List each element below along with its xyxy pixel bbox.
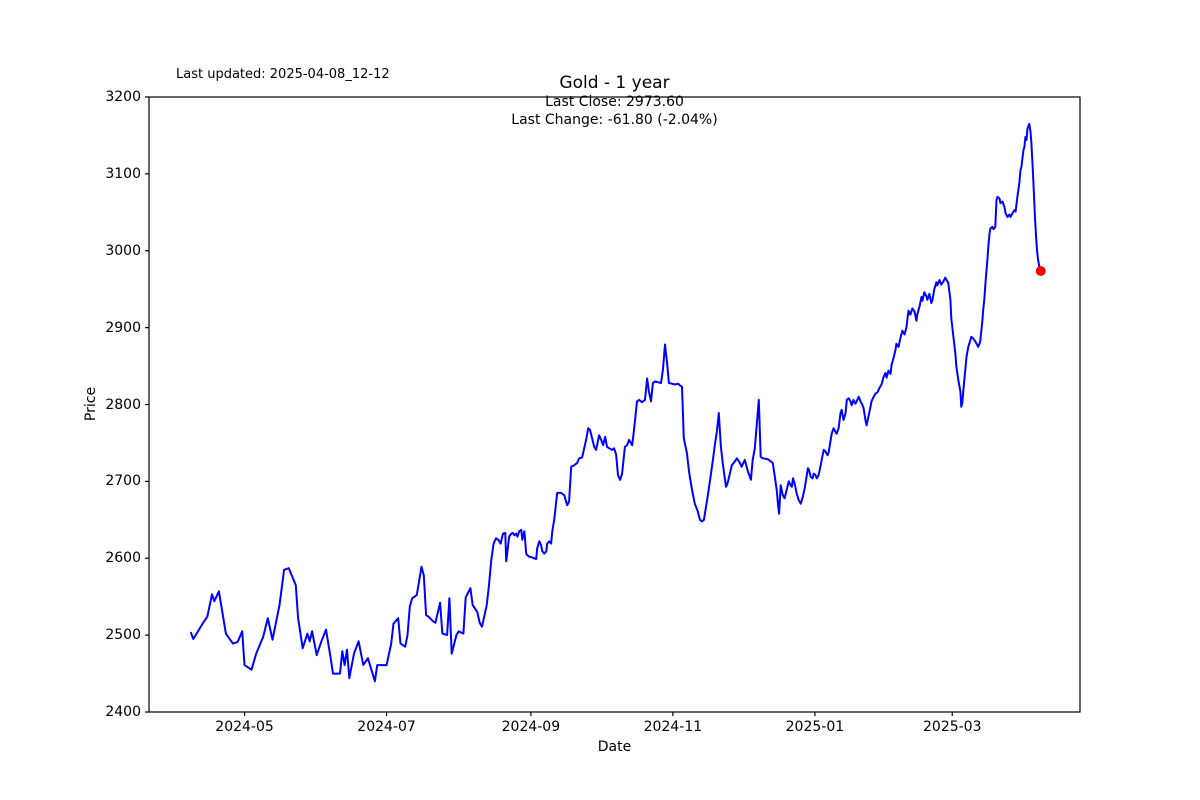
x-axis-tick-label: 2025-03 (923, 719, 982, 735)
chart-title: Gold - 1 year (559, 73, 670, 93)
y-axis-tick-label: 2900 (105, 319, 141, 336)
y-axis-tick-label: 2700 (105, 473, 141, 490)
y-axis-tick-label: 2500 (105, 627, 141, 644)
x-axis-label: Date (597, 739, 632, 755)
price-line (190, 122, 1042, 683)
last-change-text: Last Change: -61.80 (-2.04%) (511, 111, 718, 128)
last-updated-text: Last updated: 2025-04-08_12-12 (176, 67, 390, 82)
y-axis-tick-label: 3200 (105, 89, 141, 105)
axes-border (148, 96, 1081, 713)
y-axis-tick-label: 2800 (105, 396, 141, 413)
y-axis-tick-label: 2400 (105, 704, 141, 720)
x-axis-tick-label: 2025-01 (785, 719, 845, 735)
x-axis-tick-label: 2024-11 (643, 719, 703, 735)
y-axis-tick-label: 2600 (105, 550, 141, 567)
y-axis-tick-label: 3000 (105, 242, 141, 259)
last-close-text: Last Close: 2973.60 (545, 94, 684, 110)
x-axis-tick-label: 2024-07 (357, 719, 416, 735)
tick-marks (145, 96, 953, 716)
last-close-marker (1035, 266, 1046, 276)
y-axis-tick-label: 3100 (105, 165, 141, 182)
x-axis-tick-label: 2024-05 (215, 719, 274, 735)
last-close-annotation: Last Close: 2973.60 Last Change: -61.80 … (149, 94, 1080, 129)
x-axis-tick-label: 2024-09 (501, 719, 561, 735)
